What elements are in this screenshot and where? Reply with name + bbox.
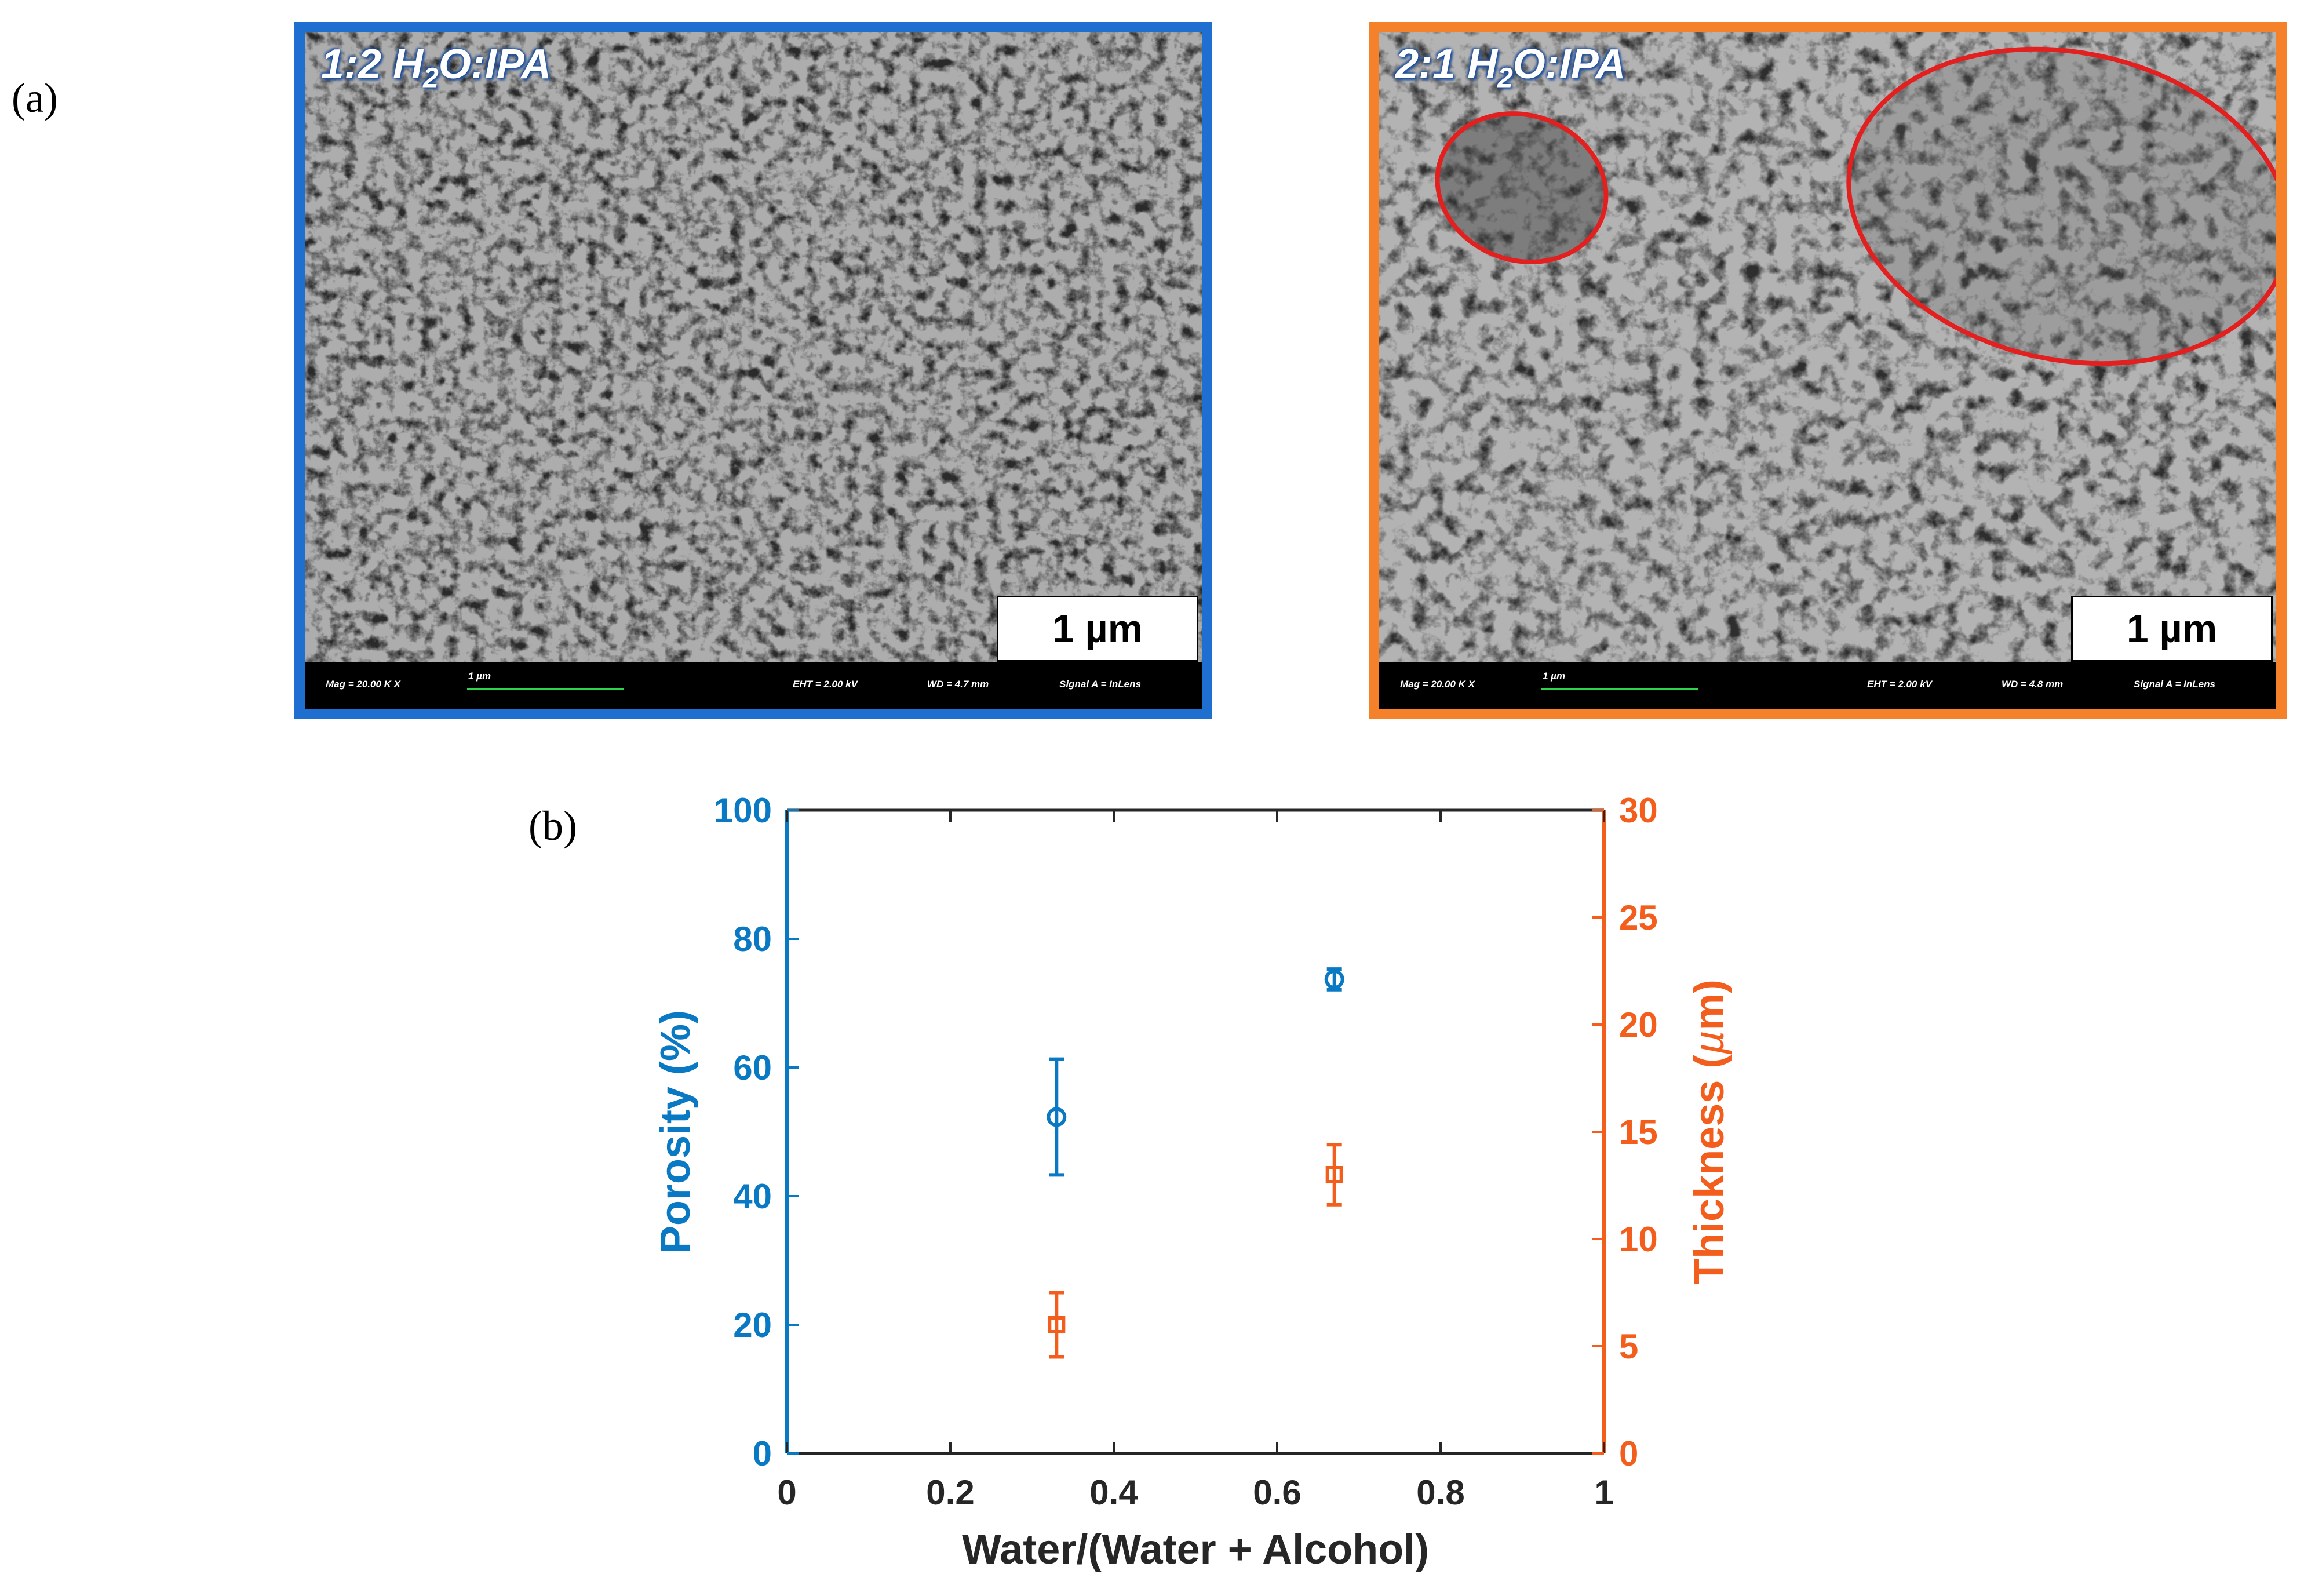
scale-bar-label-1: 1 µm [997,596,1198,662]
x-tick-label: 1 [1594,1473,1613,1512]
scale-bar-line [467,688,624,690]
porosity-point [1047,1107,1067,1127]
porosity-point [1324,969,1344,989]
left-y-tick-label: 40 [733,1177,772,1216]
scale-bar-text: 1 µm [468,671,491,682]
x-tick-label: 0.8 [1416,1473,1464,1512]
x-axis-label: Water/(Water + Alcohol) [962,1526,1429,1573]
left-y-tick-label: 80 [733,920,772,959]
left-y-tick-label: 60 [733,1048,772,1087]
panel-a-label: (a) [12,75,58,121]
x-tick-label: 0.6 [1253,1473,1301,1512]
highlight-ellipse-2 [1846,46,2276,366]
left-y-tick-label: 100 [714,791,772,830]
thickness-point [1048,1316,1066,1333]
scale-bar-label-2: 1 µm [2071,596,2273,662]
right-y-tick-label: 0 [1619,1434,1638,1473]
right-y-tick-label: 15 [1619,1113,1658,1152]
eht-value: EHT = 2.00 kV [1867,679,1932,690]
x-tick-label: 0 [777,1473,796,1512]
panel-b-label: (b) [528,803,577,849]
sem-image-2-title: 2:1 H2O:IPA [1395,41,1626,94]
thickness-point [1325,1166,1343,1183]
left-y-tick-label: 20 [733,1306,772,1344]
scale-bar-line [1541,688,1698,690]
right-y-tick-label: 5 [1619,1327,1638,1366]
magnification: Mag = 20.00 K X [326,679,400,690]
sem-image-2-frame: 2:1 H2O:IPA 1 µm Mag = 20.00 K X 1 µm EH… [1369,22,2287,719]
right-y-tick-label: 25 [1619,898,1658,937]
signal-detector: Signal A = InLens [1059,679,1141,690]
left-y-tick-label: 0 [753,1434,772,1473]
highlight-ellipse-1 [1435,111,1609,264]
x-tick-label: 0.2 [926,1473,974,1512]
x-tick-label: 0.4 [1089,1473,1138,1512]
sem-info-bar-2: Mag = 20.00 K X 1 µm EHT = 2.00 kV WD = … [1379,662,2276,709]
signal-detector: Signal A = InLens [2134,679,2215,690]
sem-info-bar-1: Mag = 20.00 K X 1 µm EHT = 2.00 kV WD = … [305,662,1202,709]
right-y-tick-label: 30 [1619,791,1658,830]
right-y-tick-label: 10 [1619,1220,1658,1259]
eht-value: EHT = 2.00 kV [793,679,858,690]
scale-bar-text: 1 µm [1543,671,1566,682]
working-distance: WD = 4.8 mm [2002,679,2064,690]
magnification: Mag = 20.00 K X [1400,679,1475,690]
working-distance: WD = 4.7 mm [927,679,989,690]
sem-image-1-title: 1:2 H2O:IPA [321,41,552,94]
left-y-axis-label: Porosity (%) [652,1010,699,1254]
right-y-axis-label: Thickness (µm) [1686,979,1733,1284]
sem-image-1-frame: 1:2 H2O:IPA 1 µm Mag = 20.00 K X 1 µm EH… [294,22,1212,719]
right-y-tick-label: 20 [1619,1005,1658,1044]
